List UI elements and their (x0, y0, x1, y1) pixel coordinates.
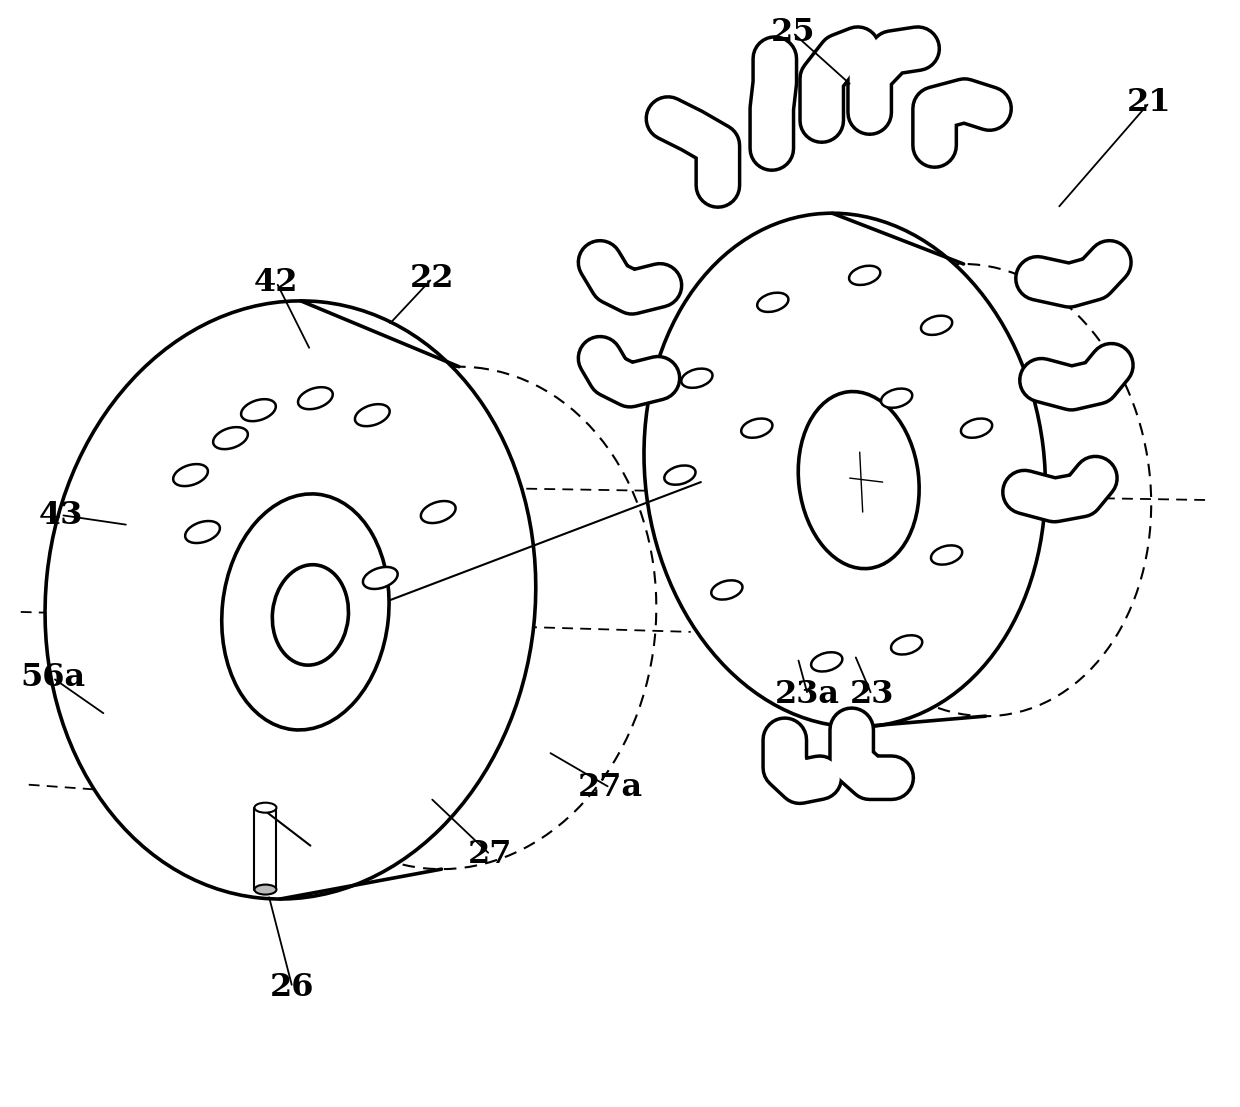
Ellipse shape (355, 404, 389, 426)
Ellipse shape (420, 501, 455, 523)
Ellipse shape (931, 546, 962, 565)
Ellipse shape (254, 803, 277, 813)
Ellipse shape (185, 521, 219, 544)
Text: 22: 22 (410, 262, 455, 293)
Ellipse shape (849, 266, 880, 284)
Ellipse shape (273, 565, 348, 665)
Text: 56a: 56a (20, 662, 86, 693)
Ellipse shape (45, 301, 536, 899)
Text: 43: 43 (38, 499, 83, 530)
Ellipse shape (799, 392, 919, 569)
Text: 42: 42 (254, 267, 299, 298)
Text: 25: 25 (770, 17, 815, 48)
Text: 26: 26 (270, 972, 315, 1003)
Ellipse shape (644, 214, 1045, 727)
Text: 23a: 23a (775, 680, 841, 711)
Ellipse shape (712, 580, 743, 600)
Ellipse shape (665, 465, 696, 485)
Ellipse shape (363, 567, 398, 589)
Text: 23: 23 (849, 680, 894, 711)
Ellipse shape (298, 387, 332, 410)
Ellipse shape (742, 418, 773, 437)
Ellipse shape (811, 652, 842, 672)
Ellipse shape (758, 292, 789, 312)
Ellipse shape (174, 464, 208, 486)
Ellipse shape (213, 427, 248, 449)
Ellipse shape (222, 494, 389, 730)
Ellipse shape (961, 418, 992, 437)
Ellipse shape (254, 884, 277, 894)
Text: 21: 21 (1127, 87, 1172, 118)
Ellipse shape (892, 635, 923, 654)
Ellipse shape (241, 400, 275, 421)
Ellipse shape (921, 315, 952, 335)
Text: 27: 27 (467, 839, 512, 870)
Text: 27a: 27a (578, 773, 642, 804)
Ellipse shape (681, 369, 713, 387)
Ellipse shape (882, 389, 913, 407)
